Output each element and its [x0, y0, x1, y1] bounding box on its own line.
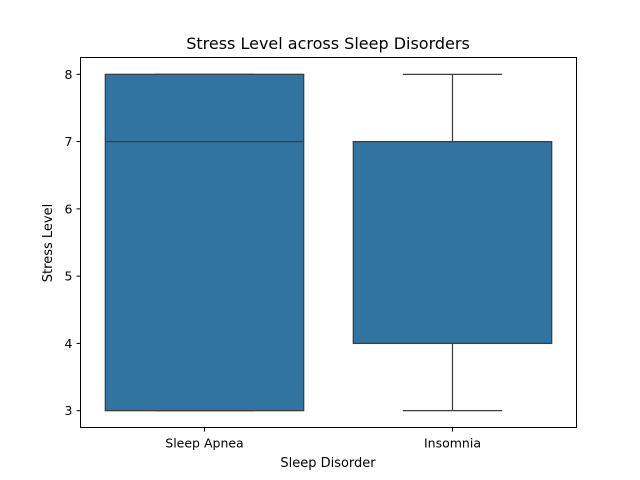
box-iqr — [104, 73, 305, 412]
boxes-group — [104, 73, 553, 412]
x-axis-label: Sleep Disorder — [280, 456, 376, 471]
y-tick-label: 8 — [65, 67, 73, 82]
y-tick-label: 3 — [65, 403, 73, 418]
plot-frame — [80, 57, 577, 428]
y-tick-label: 6 — [65, 201, 73, 216]
y-tick-label: 4 — [65, 336, 73, 351]
y-axis-ticks: 3 4 5 6 7 8 — [65, 67, 81, 418]
y-tick-label: 5 — [65, 269, 73, 284]
chart-title: Stress Level across Sleep Disorders — [186, 34, 470, 53]
x-tick-label: Insomnia — [424, 436, 481, 451]
x-axis-ticks: Sleep Apnea Insomnia — [165, 427, 481, 451]
y-tick-label: 7 — [65, 134, 73, 149]
box-iqr — [352, 140, 553, 345]
x-tick-label: Sleep Apnea — [165, 436, 243, 451]
y-axis-label: Stress Level — [41, 204, 56, 282]
